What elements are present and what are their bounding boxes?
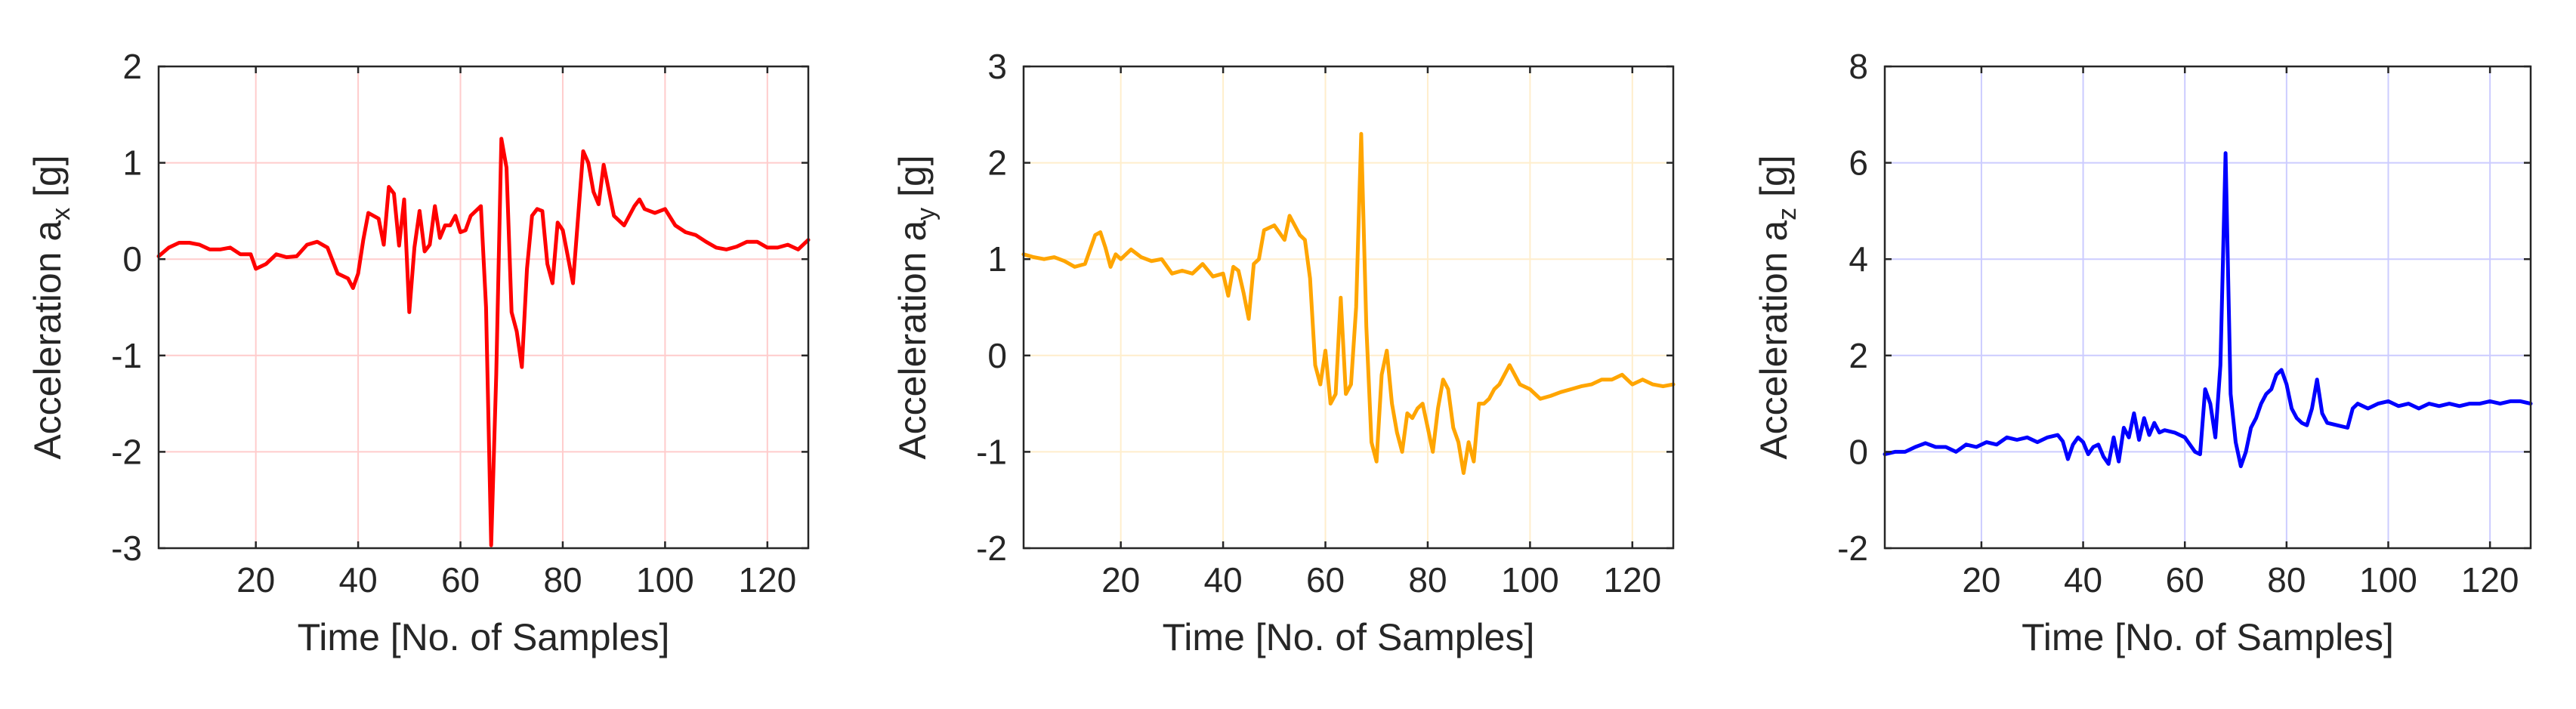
y-tick-label: -2 (976, 529, 1007, 568)
x-tick-label: 100 (636, 560, 694, 600)
y-tick-label: 8 (1849, 47, 1868, 86)
y-axis-label: Acceleration az [g] (1753, 155, 1802, 459)
y-tick-label: 1 (987, 239, 1007, 279)
x-tick-label: 80 (1408, 560, 1447, 600)
y-tick-label: -1 (976, 432, 1007, 471)
x-axis-label: Time [No. of Samples] (298, 616, 670, 658)
y-tick-label: 3 (987, 47, 1007, 86)
series-line (156, 137, 811, 547)
x-tick-label: 20 (1962, 560, 2000, 600)
y-tick-label: 2 (1849, 336, 1868, 375)
x-tick-label: 120 (1603, 560, 1661, 600)
x-tick-label: 120 (738, 560, 796, 600)
y-tick-label: -3 (111, 529, 142, 568)
axes-box (157, 65, 810, 550)
chart-panel-1: 20 40 60 80 100 120 -3 -2 -1 0 1 2 Time [No. of Samp… (26, 47, 811, 658)
x-tick-label: 120 (2461, 560, 2519, 600)
x-tick-label: 40 (1204, 560, 1243, 600)
y-tick-label: 2 (122, 47, 142, 86)
x-tick-label: 60 (441, 560, 480, 600)
x-tick-label: 40 (2064, 560, 2102, 600)
x-tick-label: 20 (236, 560, 275, 600)
chart-panel-3: 20 40 60 80 100 120 -2 0 2 4 6 8 Time [No. of Sample… (1753, 47, 2533, 658)
y-tick-label: 2 (987, 143, 1007, 183)
x-tick-label: 60 (2166, 560, 2204, 600)
x-tick-label: 80 (543, 560, 582, 600)
x-axis-label: Time [No. of Samples] (2022, 616, 2394, 658)
y-axis-label: Acceleration ax [g] (26, 155, 76, 459)
y-axis-label: Acceleration ay [g] (891, 155, 941, 459)
axes-box (1883, 65, 2532, 550)
x-tick-label: 80 (2267, 560, 2306, 600)
y-tick-label: 0 (122, 239, 142, 279)
y-tick-label: 6 (1849, 143, 1868, 183)
y-tick-label: 4 (1849, 239, 1868, 279)
y-tick-label: -1 (111, 336, 142, 375)
y-tick-label: 0 (987, 336, 1007, 375)
axes-box (1022, 65, 1675, 550)
x-tick-label: 40 (339, 560, 378, 600)
x-tick-label: 100 (1501, 560, 1559, 600)
y-tick-label: -2 (1837, 529, 1868, 568)
series-line (1021, 131, 1676, 475)
y-tick-label: 1 (122, 143, 142, 183)
x-tick-label: 20 (1101, 560, 1140, 600)
x-tick-label: 60 (1306, 560, 1345, 600)
x-tick-label: 100 (2359, 560, 2417, 600)
y-tick-label: -2 (111, 432, 142, 471)
series-line (1883, 151, 2533, 468)
y-tick-label: 0 (1849, 432, 1868, 471)
chart-panel-2: 20 40 60 80 100 120 -2 -1 0 1 2 3 Time [No. of Sampl… (891, 47, 1676, 658)
x-axis-label: Time [No. of Samples] (1163, 616, 1535, 658)
